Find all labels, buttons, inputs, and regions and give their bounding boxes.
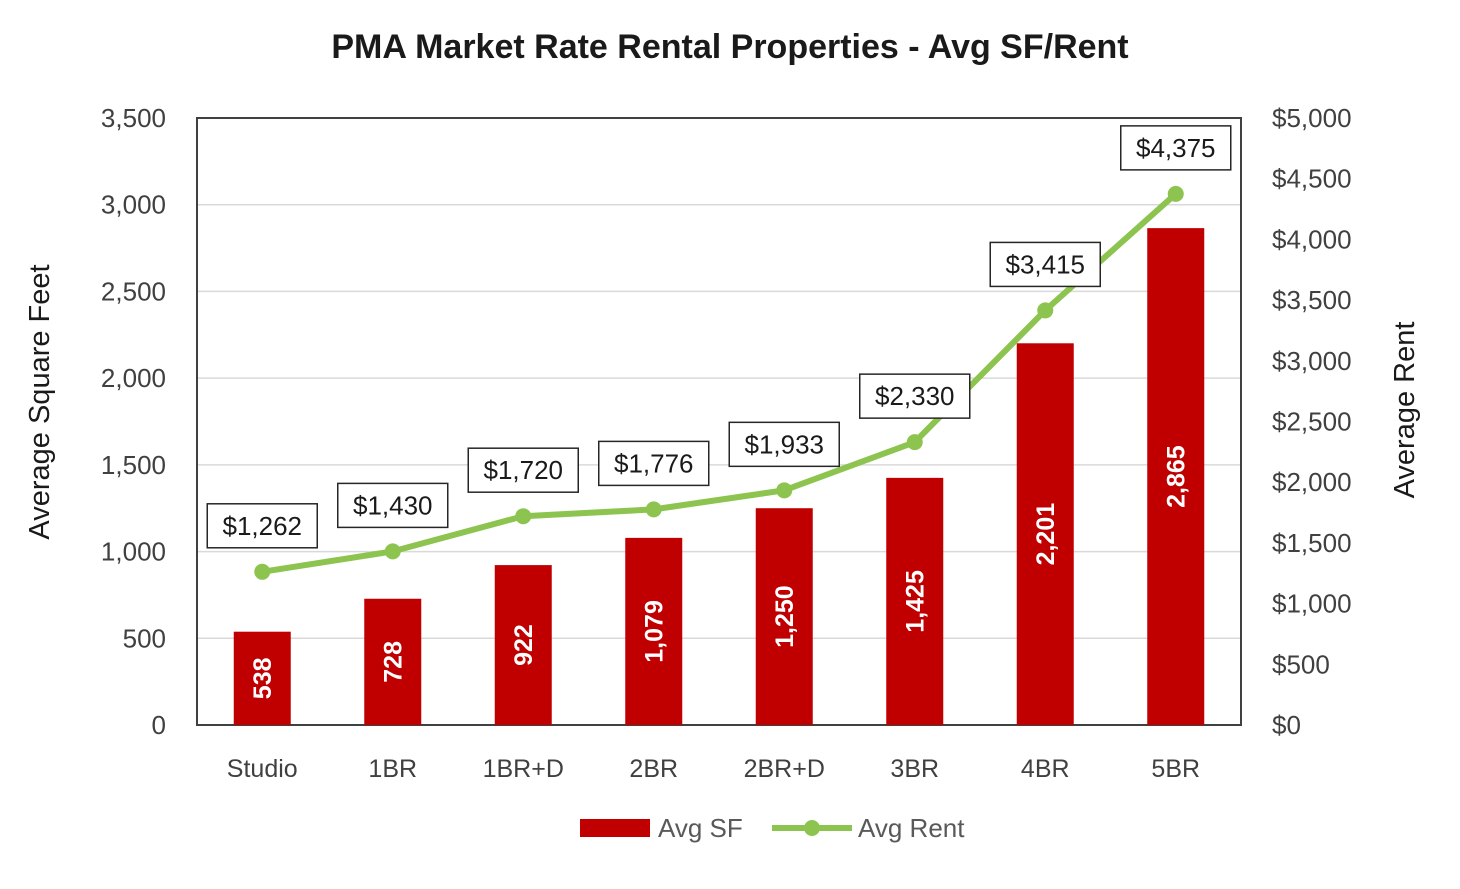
rent-point — [1167, 185, 1184, 202]
bar — [886, 477, 944, 725]
y-tick-label: 1,500 — [101, 450, 166, 480]
rent-point — [906, 434, 923, 451]
rent-value-label: $2,330 — [875, 381, 955, 411]
rent-label-box — [1120, 125, 1232, 171]
y2-tick-label: $1,500 — [1272, 528, 1352, 558]
bar-value-label: 538 — [249, 657, 277, 699]
y2-axis-title: Average Rent — [1389, 322, 1421, 499]
y-tick-label: 500 — [123, 623, 166, 653]
chart-title: PMA Market Rate Rental Properties - Avg … — [331, 28, 1129, 66]
legend-swatch-avg-sf — [580, 819, 650, 837]
x-tick-label: 2BR+D — [744, 755, 825, 783]
bar-value-label: 2,865 — [1163, 445, 1191, 508]
y2-tick-label: $2,500 — [1272, 407, 1352, 437]
legend-label-avg-sf: Avg SF — [658, 813, 743, 843]
y-tick-label: 2,000 — [101, 363, 166, 393]
bar-value-label: 2,201 — [1032, 503, 1060, 566]
x-tick-label: 1BR+D — [483, 755, 564, 783]
bar — [1147, 228, 1205, 725]
x-tick-label: Studio — [227, 755, 298, 783]
rent-value-label: $1,262 — [222, 511, 302, 541]
y2-tick-label: $1,000 — [1272, 589, 1352, 619]
rent-label-box — [206, 503, 318, 549]
rent-value-label: $4,375 — [1136, 133, 1216, 163]
rent-label-box — [728, 421, 840, 468]
y2-tick-label: $4,000 — [1272, 224, 1352, 254]
rent-point — [384, 543, 401, 560]
y2-tick-label: $0 — [1272, 710, 1301, 740]
rent-label-box — [467, 447, 579, 493]
bar — [755, 508, 813, 725]
rent-point — [776, 482, 793, 499]
bar — [233, 631, 291, 725]
y-tick-label: 0 — [152, 710, 166, 740]
rent-label-box — [989, 241, 1101, 288]
bar-value-label: 1,079 — [641, 600, 669, 663]
x-tick-label: 1BR — [368, 755, 417, 783]
rent-point — [515, 508, 532, 525]
rent-label-box — [859, 373, 971, 419]
y-tick-label: 3,500 — [101, 103, 166, 133]
x-tick-label: 5BR — [1151, 755, 1200, 783]
rent-value-label: $1,430 — [353, 490, 433, 520]
bar-value-label: 1,250 — [771, 585, 799, 648]
rent-label-box — [598, 440, 710, 487]
rent-label-box — [337, 482, 449, 529]
rent-value-label: $1,720 — [483, 455, 563, 485]
y2-tick-label: $5,000 — [1272, 103, 1352, 133]
legend-marker-avg-rent — [804, 820, 820, 836]
y-tick-label: 1,000 — [101, 537, 166, 567]
y-tick-label: 2,500 — [101, 276, 166, 306]
bar — [625, 537, 683, 725]
rent-value-label: $3,415 — [1005, 249, 1085, 279]
bar-value-label: 728 — [380, 641, 408, 683]
plot-area-border — [196, 117, 1242, 726]
y2-tick-label: $2,000 — [1272, 467, 1352, 497]
x-tick-label: 2BR — [629, 755, 678, 783]
y2-tick-label: $3,500 — [1272, 285, 1352, 315]
rent-line — [259, 190, 1179, 575]
legend-label-avg-rent: Avg Rent — [858, 813, 965, 843]
bar-value-label: 922 — [510, 624, 538, 666]
y-axis-title: Average Square Feet — [24, 264, 56, 539]
y2-tick-label: $3,000 — [1272, 346, 1352, 376]
bar — [1016, 343, 1074, 725]
y2-tick-label: $500 — [1272, 649, 1330, 679]
bar — [494, 565, 552, 725]
rent-point — [1037, 302, 1054, 319]
y-tick-label: 3,000 — [101, 190, 166, 220]
x-tick-label: 4BR — [1021, 755, 1070, 783]
rent-point — [254, 563, 271, 580]
bar — [364, 598, 422, 725]
bar-value-label: 1,425 — [902, 570, 930, 633]
rent-point — [645, 501, 662, 518]
rent-value-label: $1,776 — [614, 448, 694, 478]
x-tick-label: 3BR — [890, 755, 939, 783]
rent-value-label: $1,933 — [744, 429, 824, 459]
y2-tick-label: $4,500 — [1272, 164, 1352, 194]
